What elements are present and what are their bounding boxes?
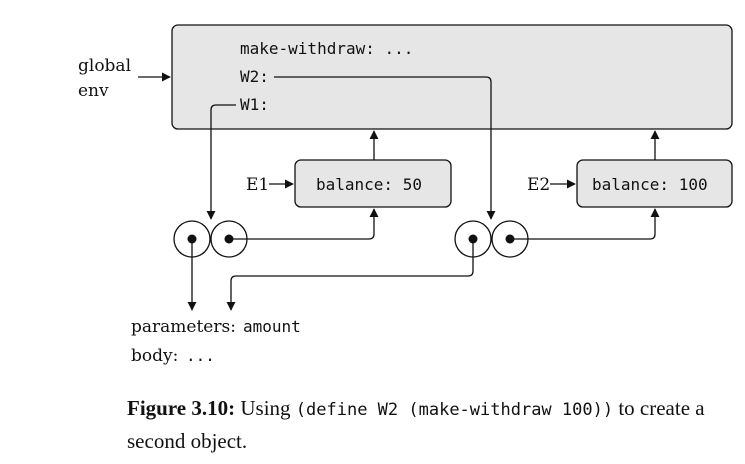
parameters-label: parameters: [131, 317, 236, 337]
figure-caption: Figure 3.10: Using (define W2 (make-with… [127, 393, 727, 457]
e2-label: E2 [527, 175, 550, 195]
body-label: body: [131, 346, 178, 366]
body-value: ... [186, 346, 215, 365]
figure-caption-label: Figure 3.10: [127, 396, 236, 420]
global-binding-w1: W1: [240, 95, 269, 114]
w2-env-arrow [510, 208, 660, 240]
parameters-value: amount [243, 317, 301, 336]
e2-binding: balance: 100 [592, 175, 708, 194]
global-binding-w2: W2: [240, 67, 269, 86]
w1-env-arrow [229, 208, 379, 240]
figure-caption-pre: Using [235, 396, 296, 420]
w2-pointer-arrow [274, 76, 496, 220]
e1-binding: balance: 50 [316, 175, 422, 194]
e1-label: E1 [246, 175, 269, 195]
w1-pointer-arrow [206, 104, 236, 220]
w2-procedure-object [454, 220, 529, 258]
figure-caption-post: to create a second object. [127, 396, 705, 453]
global-binding-make-withdraw: make-withdraw: ... [240, 39, 413, 58]
global-env-label-line2: env [78, 81, 109, 101]
e1-frame [294, 159, 452, 208]
figure-caption-code: (define W2 (make-withdraw 100)) [295, 400, 614, 420]
global-env-label-line1: global [78, 56, 131, 76]
w2-code-arrow [226, 239, 474, 311]
